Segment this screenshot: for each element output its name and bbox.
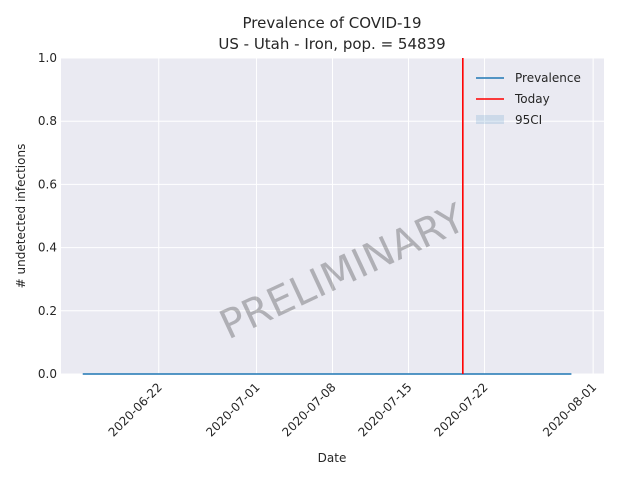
chart-subtitle: US - Utah - Iron, pop. = 54839 — [218, 35, 445, 53]
x-tick-labels: 2020-06-22 2020-07-01 2020-07-08 2020-07-15… — [106, 380, 600, 439]
y-tick-label: 0.6 — [38, 177, 57, 191]
legend-label-prevalence: Prevalence — [515, 71, 581, 85]
y-tick-label: 0.0 — [38, 367, 57, 381]
grid-lines — [61, 57, 604, 375]
x-tick-label: 2020-07-15 — [355, 380, 414, 439]
x-tick-label: 2020-06-22 — [106, 380, 165, 439]
x-tick-label: 2020-07-01 — [203, 380, 262, 439]
x-tick-label: 2020-07-08 — [279, 380, 338, 439]
legend: Prevalence Today 95CI — [476, 71, 581, 127]
y-tick-label: 0.4 — [38, 241, 57, 255]
x-axis-label: Date — [318, 451, 347, 465]
x-tick-label: 2020-08-01 — [540, 380, 599, 439]
y-tick-labels: 0.0 0.2 0.4 0.6 0.8 1.0 — [38, 51, 57, 381]
y-tick-label: 1.0 — [38, 51, 57, 65]
y-axis-label: # undetected infections — [14, 144, 28, 289]
legend-label-today: Today — [514, 92, 550, 106]
legend-label-95ci: 95CI — [515, 113, 542, 127]
y-tick-label: 0.8 — [38, 114, 57, 128]
x-tick-label: 2020-07-22 — [431, 380, 490, 439]
y-tick-label: 0.2 — [38, 304, 57, 318]
legend-swatch-95ci — [476, 115, 504, 124]
chart-title: Prevalence of COVID-19 — [242, 14, 421, 32]
